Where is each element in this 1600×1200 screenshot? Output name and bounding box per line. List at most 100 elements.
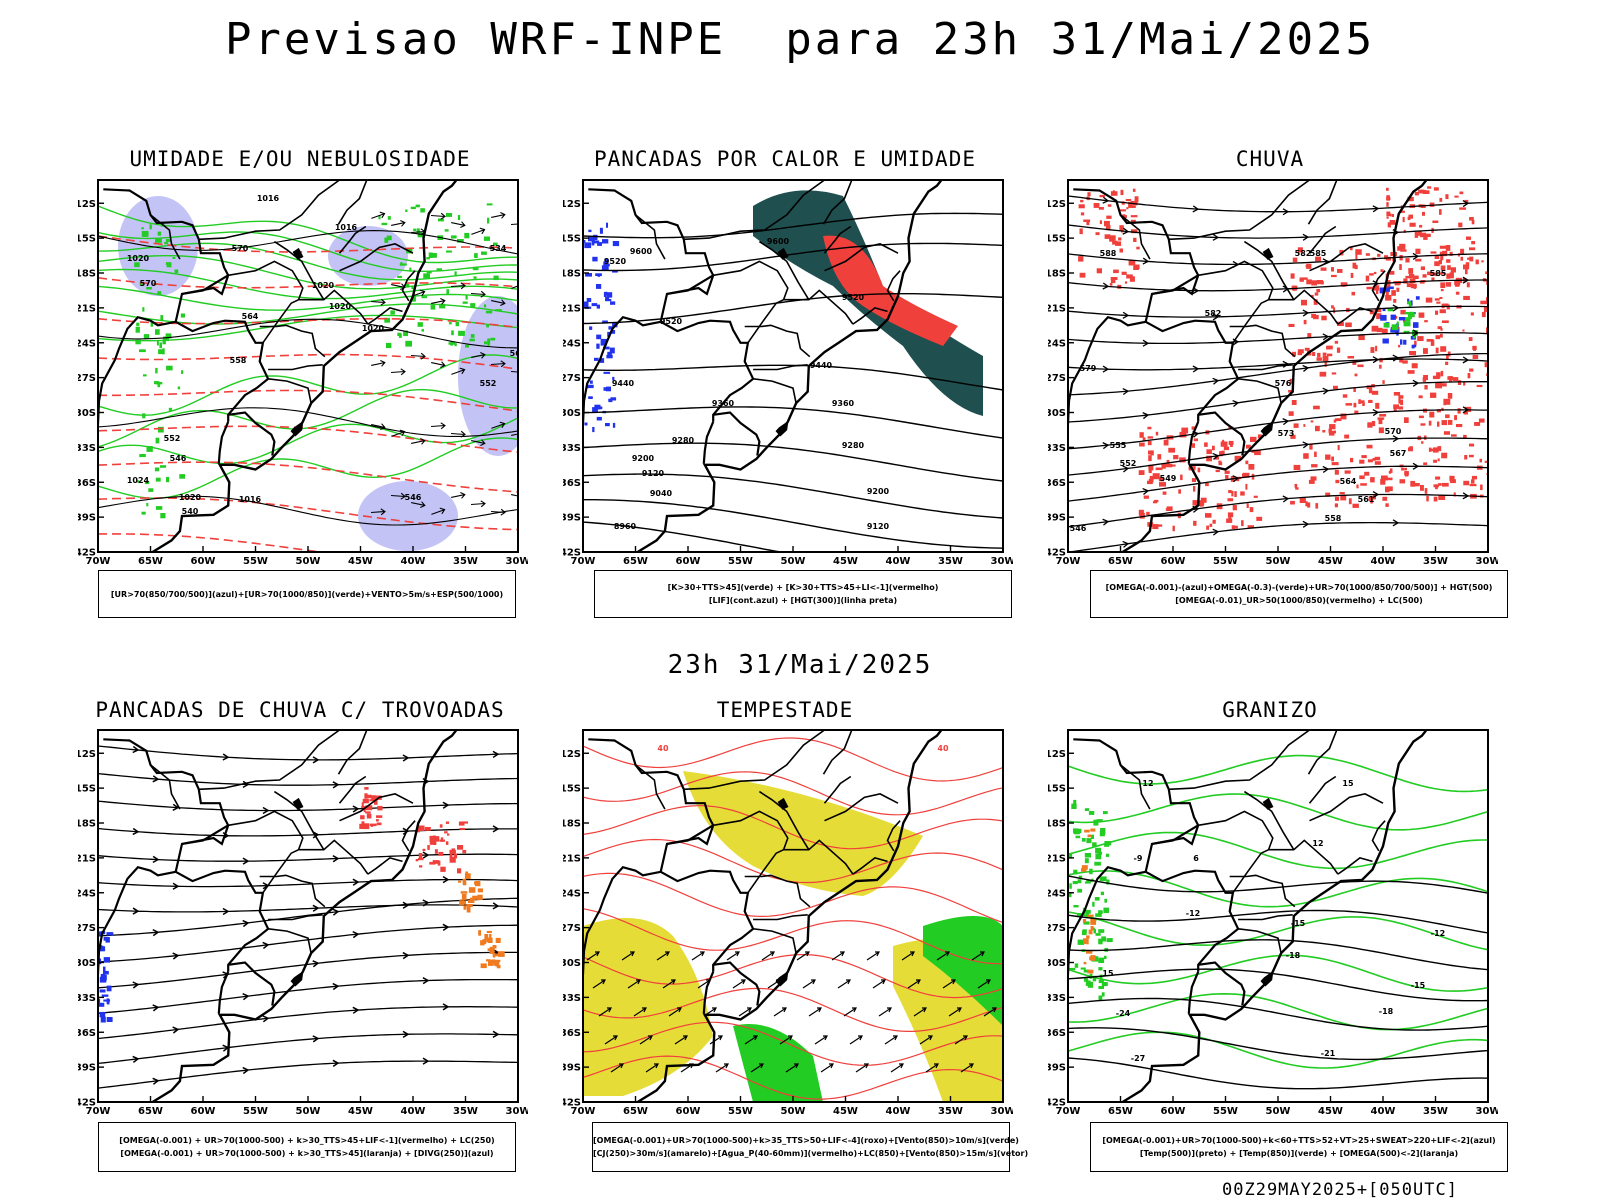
rain-area xyxy=(1340,282,1348,287)
lif-contour xyxy=(587,384,594,389)
humidity-low-contour xyxy=(98,417,518,465)
streamline xyxy=(1068,437,1488,476)
country-border xyxy=(660,869,755,972)
rain-area xyxy=(1454,195,1459,198)
country-border xyxy=(175,869,270,972)
hgt300-contour xyxy=(583,521,785,552)
temp850-contour xyxy=(1068,831,1488,870)
rain-area xyxy=(1451,434,1457,437)
contour-label: 558 xyxy=(1325,514,1342,523)
wind-vector xyxy=(726,951,740,961)
wind-vector xyxy=(907,979,921,989)
rain-area xyxy=(1460,256,1464,261)
humidity-speckle xyxy=(165,333,172,339)
rain-area xyxy=(1119,225,1124,231)
rain-area xyxy=(1366,286,1374,290)
state-border xyxy=(1238,914,1293,921)
lon-label: 40W xyxy=(1371,556,1396,566)
lon-label: 35W xyxy=(938,556,963,566)
rain-area xyxy=(1311,464,1318,468)
streamline xyxy=(1068,332,1488,345)
rain-area xyxy=(1422,274,1427,278)
country-border xyxy=(228,961,276,1006)
contour-label: 546 xyxy=(405,493,422,502)
storm-orange-area xyxy=(496,964,501,969)
state-border xyxy=(886,820,901,852)
rain-area xyxy=(1104,220,1110,227)
lon-label: 50W xyxy=(296,1106,321,1116)
humidity-speckle xyxy=(405,340,412,347)
streamline-arrow xyxy=(1302,364,1310,372)
humidity-speckle xyxy=(465,344,469,348)
map-base xyxy=(583,730,943,1102)
rain-area xyxy=(1218,460,1222,464)
humidity-speckle xyxy=(157,426,164,433)
rain-area xyxy=(1086,222,1090,226)
humidity-speckle xyxy=(143,374,147,377)
rain-area xyxy=(1358,335,1365,341)
state-border xyxy=(823,225,852,254)
streamline-arrow xyxy=(132,827,140,836)
rain-area xyxy=(1405,258,1410,263)
rain-area xyxy=(1351,291,1356,296)
rain-area xyxy=(1310,420,1314,423)
wind-arrow xyxy=(471,227,486,235)
rain-area xyxy=(1098,207,1104,210)
omega-blue xyxy=(1379,287,1386,294)
rain-area xyxy=(1113,269,1119,274)
humidity-low-contour xyxy=(98,354,518,416)
contour-label: -9 xyxy=(1134,854,1143,863)
lake xyxy=(1260,420,1274,437)
wind-arrow xyxy=(511,429,518,437)
temp850-dense xyxy=(1101,992,1105,997)
storm-red-area xyxy=(444,831,448,834)
rain-area xyxy=(1138,509,1144,516)
temp850-dense xyxy=(1095,913,1102,917)
rain-area xyxy=(1348,498,1352,505)
rain-area xyxy=(1468,337,1473,341)
temp850-dense xyxy=(1101,982,1108,987)
lon-label: 55W xyxy=(728,556,753,566)
rain-area xyxy=(1408,268,1414,274)
lif-contour xyxy=(584,422,588,426)
omega-green xyxy=(1409,313,1412,320)
streamline-arrow xyxy=(1192,365,1200,373)
lif-contour xyxy=(608,326,614,330)
lat-label: 24S xyxy=(1048,338,1066,349)
wind-vector xyxy=(738,1007,752,1017)
state-border xyxy=(273,240,325,301)
temp850-contour xyxy=(1068,1031,1488,1069)
rain-area xyxy=(1295,487,1299,490)
rain-area xyxy=(1130,215,1138,218)
hgt300-contour xyxy=(583,473,1003,519)
lon-label: 30W xyxy=(506,1106,528,1116)
omega-blue xyxy=(1398,317,1406,321)
omega500-orange xyxy=(1086,938,1089,945)
omega500-orange xyxy=(1081,865,1088,870)
omega500-orange xyxy=(1082,919,1087,923)
rain-area xyxy=(1107,204,1112,207)
storm-red-area xyxy=(359,823,365,829)
humidity-speckle xyxy=(164,241,169,245)
streamline xyxy=(1068,352,1488,396)
streamline-arrow xyxy=(1212,528,1220,536)
rain-area xyxy=(1293,464,1301,471)
storm-orange-area xyxy=(460,891,468,894)
rain-area xyxy=(1418,415,1424,419)
rain-area xyxy=(1359,459,1365,464)
storm-red-area xyxy=(445,841,449,845)
rain-area xyxy=(1435,382,1442,389)
state-border xyxy=(758,790,810,851)
storm-orange-area xyxy=(480,940,485,946)
humidity-speckle xyxy=(136,480,140,483)
panel-title-chuva: CHUVA xyxy=(1235,147,1305,171)
lon-label: 30W xyxy=(1476,1106,1498,1116)
storm-orange-area xyxy=(484,934,489,940)
lif-contour xyxy=(612,422,616,428)
rain-area xyxy=(1418,312,1425,318)
lon-label: 70W xyxy=(1056,1106,1081,1116)
wind-arrow xyxy=(491,299,506,307)
wind-vector xyxy=(884,1035,898,1045)
lat-label: 36S xyxy=(563,478,581,489)
